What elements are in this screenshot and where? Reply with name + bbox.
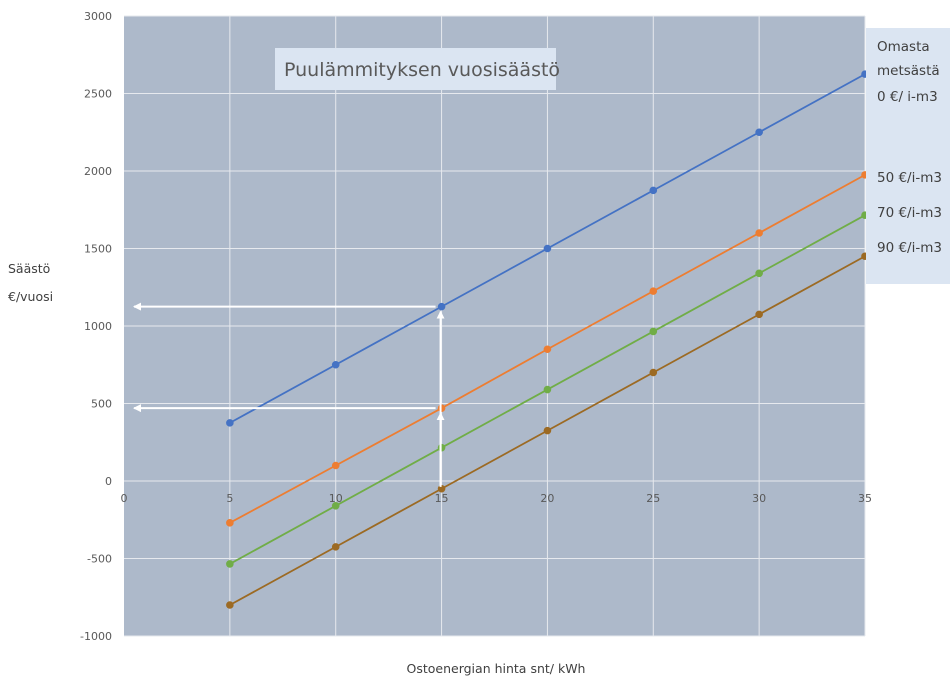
y-tick-label: -500 [87,553,112,566]
x-tick-label: 10 [329,492,343,505]
x-tick-label: 0 [121,492,128,505]
x-axis-title: Ostoenergian hinta snt/ kWh [407,661,586,676]
y-axis-title-line-2: €/vuosi [8,289,53,304]
x-axis: 0 5 10 15 20 25 30 35 [121,492,873,505]
data-point [649,186,658,195]
data-point [437,302,446,311]
x-tick-label: 15 [435,492,449,505]
legend-entry-1: Omasta [877,39,930,55]
y-tick-label: 1000 [84,320,112,333]
chart-title: Puulämmityksen vuosisäästö [284,59,560,81]
data-point [331,543,340,551]
legend-box [866,28,950,284]
y-tick-label: 1500 [84,243,112,256]
data-point [755,128,763,137]
x-tick-label: 30 [752,492,766,505]
chart-title-box [275,48,556,90]
data-point [543,385,552,394]
data-point [226,601,234,609]
legend-entry-4: 90 €/i-m3 [877,240,942,256]
data-point [226,419,234,427]
y-tick-label: -1000 [80,630,112,643]
legend-entry-3: 70 €/i-m3 [877,205,942,221]
data-point [543,345,552,354]
legend-entry-1: 0 €/ i-m3 [877,89,938,105]
y-axis: -1000 -500 0 500 1000 1500 2000 2500 3000 [80,10,112,643]
data-point [649,368,658,377]
data-point [543,426,552,435]
data-point [226,560,234,568]
gridlines [124,15,866,637]
data-point [649,327,658,336]
data-point [331,360,340,369]
data-point [437,404,446,412]
data-point [437,484,446,493]
data-point [649,287,658,295]
x-tick-label: 20 [540,492,554,505]
data-point [331,461,340,470]
legend-entry-2: 50 €/i-m3 [877,170,942,186]
data-point [226,519,234,527]
x-tick-label: 25 [646,492,660,505]
legend: Omasta metsästä 0 €/ i-m3 50 €/i-m3 70 €/i-m… [877,39,942,256]
x-tick-label: 5 [226,492,233,505]
data-point [331,502,340,510]
data-point [755,269,763,278]
y-tick-label: 2500 [84,88,112,101]
data-point [755,229,763,237]
legend-entry-1: metsästä [877,63,940,79]
data-point [543,244,552,253]
series-group [226,70,869,609]
data-point [437,443,446,452]
y-tick-label: 3000 [84,10,112,23]
x-tick-label: 35 [858,492,872,505]
annotation-arrows [133,302,445,487]
y-axis-title-line-1: Säästö [8,261,50,276]
data-point [755,310,763,319]
y-tick-label: 2000 [84,165,112,178]
y-tick-label: 0 [105,475,112,488]
y-tick-label: 500 [91,398,112,411]
